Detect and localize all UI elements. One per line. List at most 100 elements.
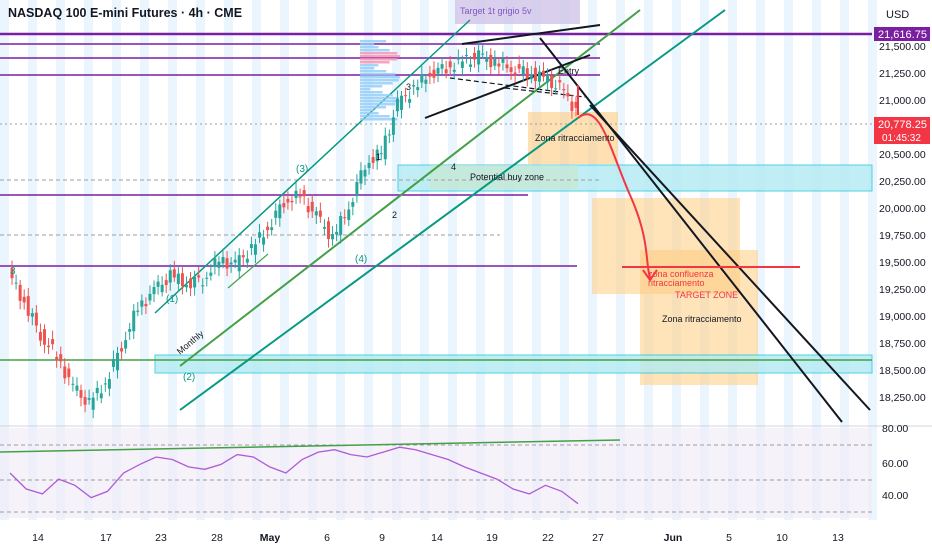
candle-body: [440, 64, 444, 69]
candle-body: [298, 196, 302, 198]
subwave-4: 4: [451, 162, 456, 172]
candle-body: [266, 226, 270, 231]
candle-body: [339, 216, 343, 235]
time-tick-label: 27: [592, 532, 604, 544]
candle-body: [517, 64, 521, 69]
candle-body: [132, 310, 136, 332]
candle-body: [160, 284, 164, 293]
volume-profile: [360, 40, 400, 121]
candle-body: [383, 135, 387, 160]
session-stripe: [448, 0, 457, 520]
candle-body: [318, 210, 322, 217]
candle-body: [371, 157, 375, 163]
time-tick-label: 23: [155, 532, 167, 544]
candle-body: [542, 70, 546, 77]
label-target-zone: TARGET ZONE: [675, 290, 738, 300]
candle-body: [448, 61, 452, 68]
session-stripe: [0, 0, 9, 520]
time-tick-label: 19: [486, 532, 498, 544]
price-tick-label: 19,000.00: [879, 311, 926, 323]
candle-body: [176, 273, 180, 284]
price-label-top-box: [874, 27, 930, 41]
rsi-panel: [0, 428, 872, 518]
volume-profile-bar: [360, 85, 383, 88]
candle-body: [343, 217, 347, 219]
time-tick-label: 10: [776, 532, 788, 544]
price-tick-label: 21,000.00: [879, 95, 926, 107]
candle-body: [34, 312, 38, 326]
candle-body: [570, 101, 574, 112]
candle-body: [71, 383, 75, 385]
time-tick-label: 22: [542, 532, 554, 544]
volume-profile-bar: [360, 43, 375, 46]
session-stripe: [280, 0, 289, 520]
candle-body: [233, 259, 237, 263]
subwave-3: 3: [406, 82, 411, 92]
candle-body: [331, 233, 335, 240]
candle-body: [355, 182, 359, 197]
volume-profile-bar: [360, 58, 398, 61]
candle-body: [387, 134, 391, 136]
session-stripe: [756, 0, 765, 520]
buy-zone-label-box: [430, 165, 578, 189]
candle-body: [168, 270, 172, 283]
label-confluence-1: zona confluenza: [648, 269, 714, 279]
currency-label[interactable]: USD: [886, 9, 910, 21]
candle-body: [51, 339, 55, 345]
candle-body: [59, 354, 63, 362]
label-zone-retrace-2: Zona ritracciamento: [662, 314, 742, 324]
session-stripe: [140, 0, 149, 520]
wedge-dashed-1: [449, 77, 561, 93]
candle-body: [205, 277, 209, 279]
wave-label-2: (2): [183, 372, 195, 383]
candle-body: [473, 52, 477, 60]
candle-body: [201, 285, 205, 287]
candle-body: [306, 206, 310, 213]
candle-body: [359, 170, 363, 184]
candle-body: [225, 258, 229, 269]
wave-label-3-left: 3: [10, 266, 16, 277]
candle-body: [497, 63, 501, 67]
volume-profile-bar: [360, 55, 400, 58]
volume-profile-bar: [360, 112, 379, 115]
candle-body: [485, 57, 489, 62]
candle-body: [180, 273, 184, 287]
session-stripe: [392, 0, 401, 520]
candle-body: [424, 79, 428, 84]
candle-body: [128, 329, 132, 332]
rsi-tick-label: 80.00: [882, 423, 908, 435]
session-stripe: [252, 0, 261, 520]
candle-body: [363, 169, 367, 177]
candle-body: [416, 87, 420, 91]
session-stripe: [112, 0, 121, 520]
candle-body: [184, 284, 188, 288]
down-channel-upper: [539, 37, 843, 423]
candle-body: [217, 261, 221, 268]
projection-path: [577, 113, 651, 279]
price-tick-label: 18,250.00: [879, 392, 926, 404]
channel-middle: [179, 9, 641, 367]
session-stripe: [812, 0, 821, 520]
label-entry: Entry: [558, 66, 580, 76]
price-label-current-box: [874, 117, 930, 144]
candle-body: [55, 356, 59, 360]
session-stripe: [504, 0, 513, 520]
volume-profile-bar: [360, 88, 371, 91]
candle-body: [436, 67, 440, 74]
candle-body: [444, 69, 448, 74]
volume-profile-bar: [360, 106, 387, 109]
candle-body: [116, 352, 120, 371]
candle-body: [79, 390, 83, 398]
rsi-trendline: [0, 439, 621, 453]
candle-body: [505, 64, 509, 69]
price-candles: [10, 43, 578, 419]
volume-profile-bar: [360, 46, 379, 49]
candle-body: [144, 303, 148, 307]
cyan-lower-zone: [154, 354, 873, 374]
candle-body: [282, 203, 286, 208]
channel-upper: [154, 19, 471, 314]
volume-profile-bar: [360, 115, 390, 118]
candle-body: [63, 366, 67, 379]
volume-profile-bar: [360, 61, 390, 64]
candle-body: [395, 98, 399, 112]
